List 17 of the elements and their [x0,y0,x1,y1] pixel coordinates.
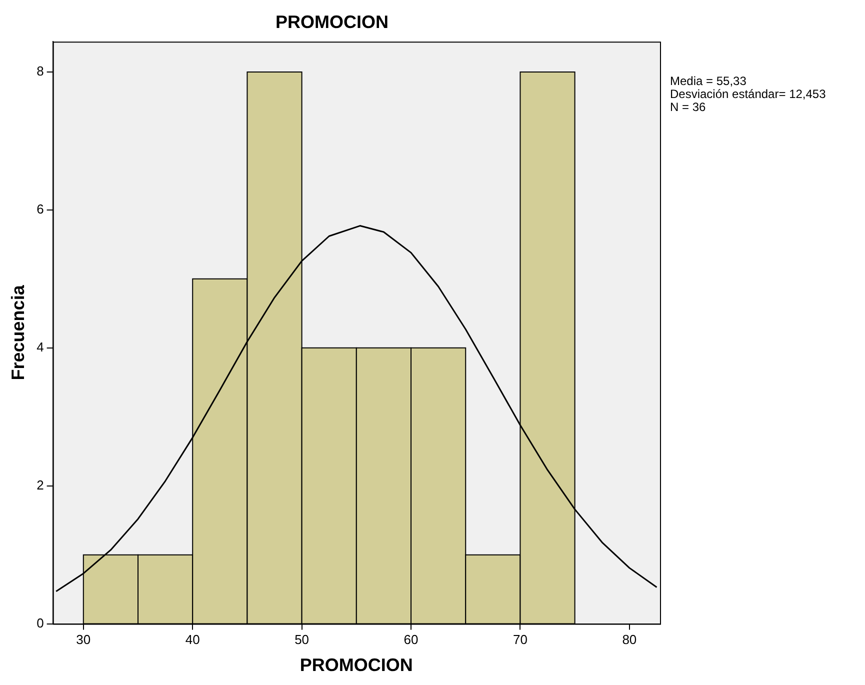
text: Media = 55,33 [670,74,747,88]
x-axis-title: PROMOCION [300,655,413,676]
x-tick-label: 70 [512,632,528,648]
y-axis-title: Frecuencia [8,284,28,380]
x-tick-label: 60 [404,632,418,648]
y-tick-label: 0 [36,615,44,630]
chart-title: PROMOCION [275,12,389,32]
text: Desviación estándar= 12,453 [670,86,826,101]
text: N = 36 [670,100,706,114]
y-tick-label: 2 [36,477,44,492]
y-tick-label: 8 [36,64,44,79]
x-tick-label: 30 [76,632,91,648]
x-tick-label: 40 [185,632,200,648]
x-tick-label: 80 [622,632,637,648]
y-tick-label: 6 [36,201,44,216]
x-tick-label: 50 [294,632,310,648]
y-tick-label: 4 [36,339,44,354]
